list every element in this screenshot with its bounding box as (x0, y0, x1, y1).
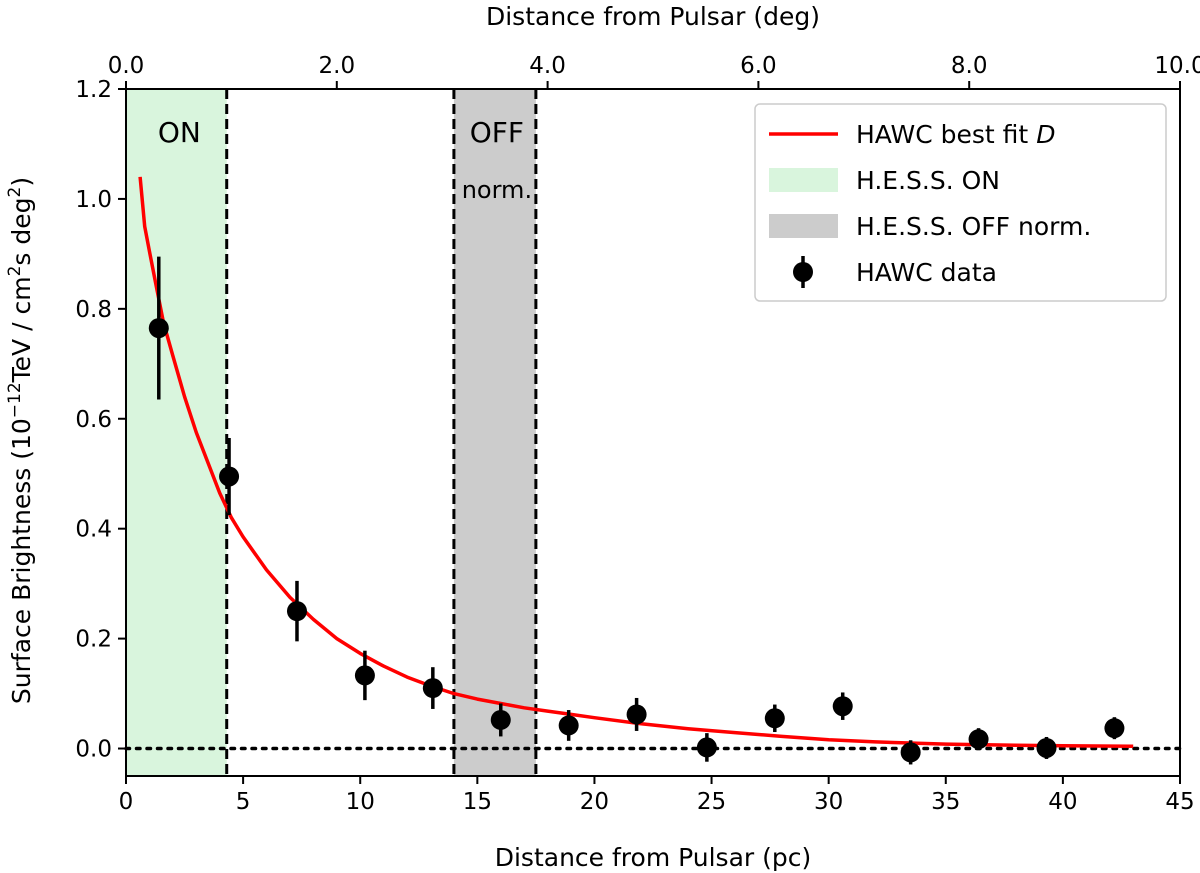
region-sublabel-norm: norm. (462, 176, 532, 204)
marker (968, 729, 989, 750)
data-point (696, 733, 717, 762)
x2-tick-label: 6.0 (740, 53, 777, 79)
x-tick-label: 35 (931, 789, 960, 815)
data-point (354, 650, 375, 701)
marker (832, 696, 853, 717)
data-point (968, 728, 989, 751)
marker (148, 318, 169, 339)
x-tick-label: 25 (697, 789, 726, 815)
x2-tick-label: 0.0 (108, 53, 145, 79)
data-point (286, 580, 307, 642)
legend-patch-swatch (769, 168, 838, 192)
plot-frame (125, 88, 1181, 777)
data-point (422, 667, 443, 709)
region-off-norm (453, 89, 536, 776)
data-points (148, 256, 1125, 765)
marker (1036, 737, 1057, 758)
marker (286, 601, 307, 622)
legend: HAWC best fit D H.E.S.S. ON H.E.S.S. OFF n… (754, 103, 1167, 302)
data-point (490, 703, 511, 737)
data-point (1036, 736, 1057, 759)
marker (558, 715, 579, 736)
x-tick-label: 40 (1048, 789, 1077, 815)
x-axis-label: Distance from Pulsar (pc) (495, 843, 812, 872)
marker (219, 466, 240, 487)
x2-tick-label: 2.0 (319, 53, 356, 79)
x-tick-label: 0 (119, 789, 134, 815)
legend-box (754, 103, 1167, 302)
y-tick-label: 1.0 (75, 187, 112, 213)
x-tick-label: 15 (463, 789, 492, 815)
marker (422, 678, 443, 699)
legend-label: HAWC data (856, 258, 997, 287)
region-label-off: OFF (470, 116, 524, 149)
y-tick-label: 0.4 (75, 517, 112, 543)
region-labels: ON OFF norm. (158, 116, 532, 204)
legend-label: HAWC best fit D (856, 120, 1055, 149)
marker (900, 742, 921, 763)
y-tick-label: 0.8 (75, 297, 112, 323)
legend-label: H.E.S.S. ON (856, 166, 1000, 195)
x2-tick-label: 8.0 (951, 53, 988, 79)
marker (490, 709, 511, 730)
region-boundary-lines (225, 89, 538, 776)
legend-label: H.E.S.S. OFF norm. (856, 212, 1091, 241)
legend-item: H.E.S.S. ON (769, 166, 1000, 195)
legend-marker-swatch (793, 262, 813, 282)
marker (764, 708, 785, 729)
y-axis-ticks: 0.0 0.2 0.4 0.6 0.8 1.0 1.2 (75, 77, 126, 763)
x-tick-label: 5 (236, 789, 251, 815)
data-point (764, 704, 785, 733)
data-point (626, 697, 647, 731)
y-tick-label: 0.0 (75, 737, 112, 763)
fit-curve-group (138, 176, 1134, 749)
x-tick-label: 20 (580, 789, 609, 815)
marker (1104, 718, 1125, 739)
top-x-axis-label: Distance from Pulsar (deg) (486, 2, 820, 31)
data-point (219, 437, 240, 515)
x-axis-ticks: 0 5 10 15 20 25 30 35 40 45 (119, 776, 1195, 815)
data-point (558, 710, 579, 741)
y-tick-label: 0.6 (75, 407, 112, 433)
legend-patch-swatch (769, 214, 838, 238)
legend-item: H.E.S.S. OFF norm. (769, 212, 1091, 241)
data-point (148, 256, 169, 400)
legend-item: HAWC best fit D (769, 120, 1055, 149)
x-tick-label: 45 (1165, 789, 1194, 815)
x-tick-label: 10 (346, 789, 375, 815)
x2-tick-label: 4.0 (529, 53, 566, 79)
x-tick-label: 30 (814, 789, 843, 815)
marker (626, 704, 647, 725)
region-label-on: ON (158, 116, 201, 149)
fit-curve (138, 176, 1134, 749)
data-point (1104, 717, 1125, 740)
marker (354, 665, 375, 686)
marker (696, 737, 717, 758)
y-tick-label: 1.2 (75, 77, 112, 103)
data-point (900, 740, 921, 765)
top-x-axis-ticks: 0.0 2.0 4.0 6.0 8.0 10.0 (108, 53, 1200, 89)
x2-tick-label: 10.0 (1154, 53, 1200, 79)
shaded-regions (126, 89, 536, 776)
legend-item: HAWC data (793, 256, 997, 288)
data-point (832, 692, 853, 720)
y-axis-label: Surface Brightness (10−12TeV / cm2s deg2… (5, 177, 36, 704)
y-tick-label: 0.2 (75, 627, 112, 653)
